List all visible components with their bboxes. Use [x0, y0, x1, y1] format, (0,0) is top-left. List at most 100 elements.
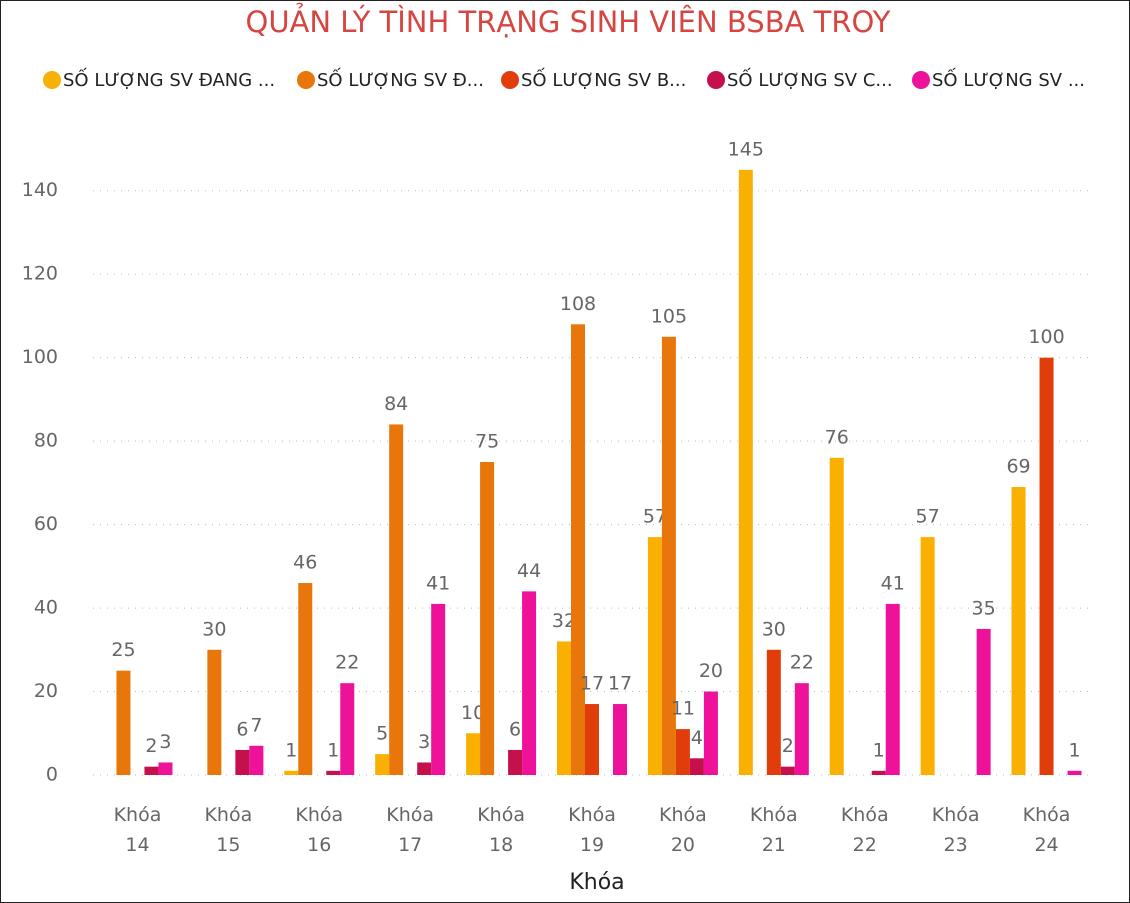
bar: [829, 457, 844, 775]
bar: [585, 704, 599, 775]
data-label: 84: [384, 393, 408, 415]
bar: [647, 537, 662, 775]
bar: [284, 770, 299, 775]
y-tick-label: 140: [22, 179, 58, 201]
data-label: 57: [916, 506, 940, 528]
bar: [249, 745, 264, 775]
x-tick-label: Khóa 21: [749, 804, 798, 856]
bar: [871, 770, 886, 775]
bar: [158, 762, 173, 775]
data-label: 7: [250, 714, 262, 736]
data-label: 22: [335, 652, 359, 674]
data-label: 75: [475, 431, 499, 453]
bar: [207, 649, 222, 775]
data-label: 5: [376, 723, 388, 745]
legend-label: SỐ LƯỢNG SV C...: [727, 67, 893, 91]
data-label: 4: [691, 727, 703, 749]
data-label: 2: [782, 735, 794, 757]
bar: [766, 649, 781, 775]
data-label: 11: [671, 698, 695, 720]
bar: [675, 729, 690, 775]
data-label: 6: [509, 718, 521, 740]
data-label: 69: [1006, 456, 1030, 478]
bar: [340, 683, 355, 775]
data-label: 41: [881, 572, 905, 594]
y-tick-label: 120: [22, 263, 58, 285]
data-label: 17: [580, 673, 604, 695]
data-label: 76: [825, 426, 849, 448]
data-label: 1: [873, 739, 885, 761]
data-label: 35: [972, 597, 996, 619]
y-tick-label: 60: [34, 513, 58, 535]
bar: [571, 324, 585, 775]
legend-marker: [43, 71, 61, 89]
bar: [235, 749, 250, 775]
bar: [780, 766, 795, 775]
x-tick-label: Khóa 22: [840, 804, 889, 856]
legend-marker: [912, 71, 930, 89]
data-label: 30: [202, 618, 226, 640]
data-label: 44: [517, 560, 541, 582]
legend-label: SỐ LƯỢNG SV B...: [521, 67, 686, 91]
bar: [431, 603, 446, 775]
data-label: 22: [790, 652, 814, 674]
bar: [522, 591, 537, 775]
legend-label: SỐ LƯỢNG SV Đ...: [317, 67, 484, 91]
data-label: 1: [1068, 739, 1080, 761]
data-label: 17: [608, 673, 632, 695]
x-tick-label: Khóa 23: [931, 804, 980, 856]
x-tick-label: Khóa 16: [295, 804, 344, 856]
bar: [885, 603, 900, 775]
data-label: 41: [426, 572, 450, 594]
data-label: 100: [1028, 326, 1064, 348]
data-label: 1: [327, 739, 339, 761]
data-label: 20: [699, 660, 723, 682]
data-label: 6: [236, 718, 248, 740]
data-label: 10: [461, 702, 485, 724]
data-label: 108: [560, 293, 596, 315]
bar: [557, 641, 571, 775]
data-label: 46: [293, 552, 317, 574]
legend-marker: [707, 71, 725, 89]
legend-label: SỐ LƯỢNG SV ...: [932, 67, 1085, 91]
bar: [1039, 357, 1054, 775]
legend-label: SỐ LƯỢNG SV ĐANG ...: [63, 67, 275, 91]
data-label: 57: [643, 506, 667, 528]
bar: [116, 670, 131, 775]
y-tick-label: 0: [46, 764, 58, 786]
data-label: 25: [111, 639, 135, 661]
bar: [508, 749, 523, 775]
y-tick-label: 40: [34, 597, 58, 619]
x-tick-label: Khóa 24: [1022, 804, 1071, 856]
y-tick-label: 80: [34, 430, 58, 452]
bar: [920, 537, 935, 775]
x-tick-label: Khóa 14: [113, 804, 162, 856]
bar: [480, 462, 495, 775]
data-label: 3: [418, 731, 430, 753]
x-tick-label: Khóa 18: [477, 804, 525, 856]
bar: [703, 691, 718, 775]
data-label: 2: [145, 735, 157, 757]
bar: [1011, 487, 1026, 775]
bar: [466, 733, 481, 775]
x-tick-label: Khóa 15: [204, 804, 253, 856]
bar: [794, 683, 809, 775]
x-axis-title: Khóa: [569, 870, 624, 895]
bar: [613, 704, 627, 775]
legend-marker: [297, 71, 315, 89]
bar: [976, 628, 991, 775]
x-tick-label: Khóa 17: [386, 804, 435, 856]
bar: [661, 336, 676, 775]
legend-marker: [501, 71, 519, 89]
bar: [298, 583, 313, 775]
data-label: 145: [728, 138, 764, 160]
x-tick-label: Khóa 19: [568, 804, 616, 856]
bar: [417, 762, 432, 775]
bar: [738, 169, 753, 775]
data-label: 105: [651, 305, 687, 327]
bar: [144, 766, 159, 775]
y-tick-label: 20: [34, 680, 58, 702]
bar: [375, 754, 390, 775]
